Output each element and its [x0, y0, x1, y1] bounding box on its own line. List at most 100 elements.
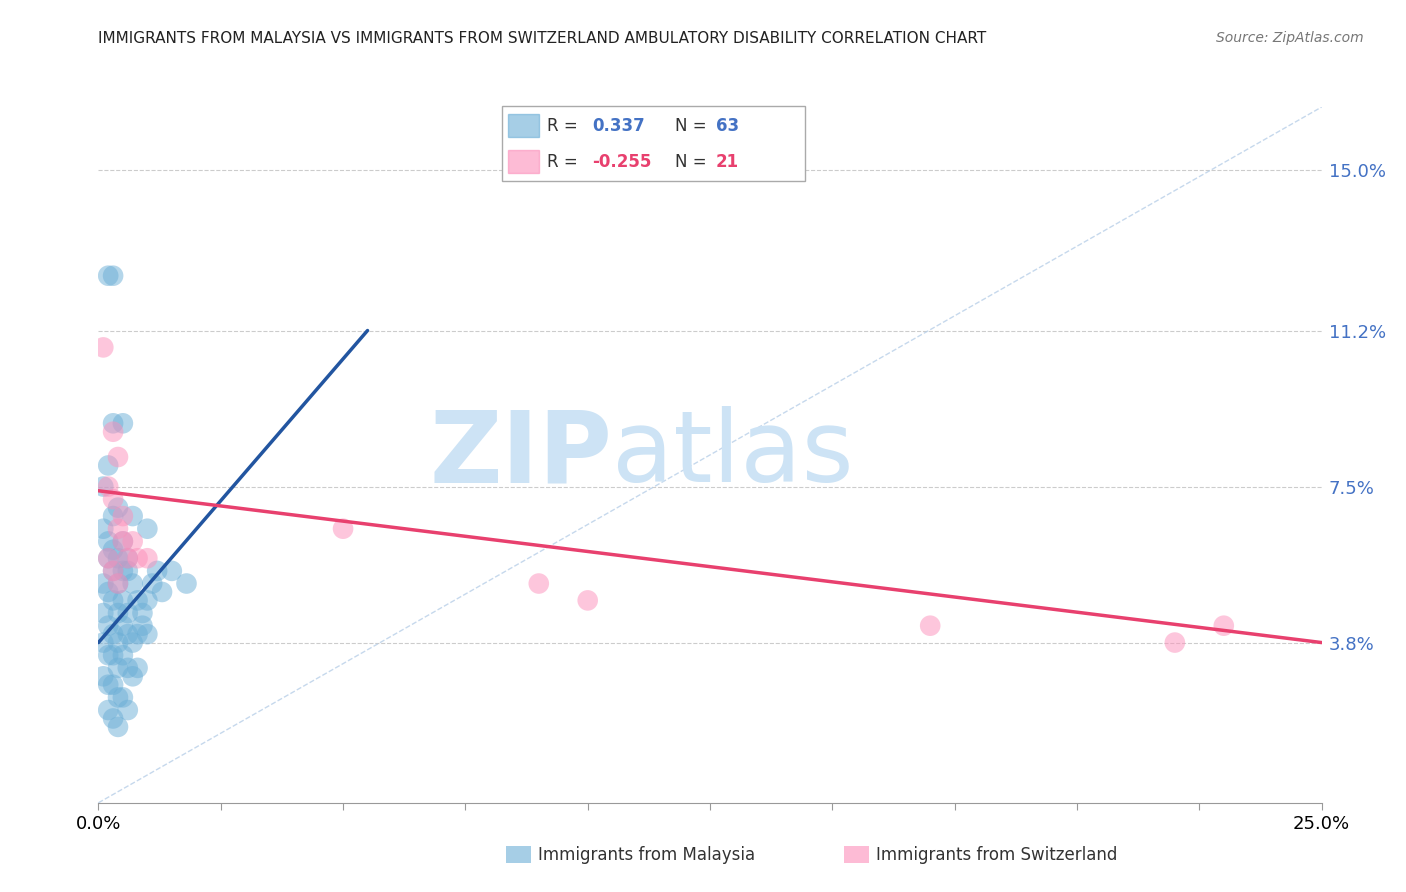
- Point: [117, 661, 139, 675]
- Text: N =: N =: [675, 117, 707, 135]
- Text: Immigrants from Malaysia: Immigrants from Malaysia: [538, 846, 755, 863]
- Point: [91, 479, 114, 493]
- Text: atlas: atlas: [612, 407, 853, 503]
- Point: [107, 635, 129, 649]
- Text: 0.337: 0.337: [592, 117, 645, 135]
- Point: [97, 551, 120, 566]
- Point: [97, 479, 120, 493]
- Point: [107, 690, 129, 705]
- Point: [97, 458, 120, 473]
- Point: [107, 661, 129, 675]
- Point: [97, 618, 120, 632]
- Point: [91, 576, 114, 591]
- Point: [107, 606, 129, 620]
- Point: [97, 648, 120, 663]
- Point: [101, 627, 124, 641]
- Point: [127, 627, 149, 641]
- FancyBboxPatch shape: [502, 106, 806, 181]
- Point: [131, 606, 153, 620]
- Point: [107, 522, 129, 536]
- Point: [107, 450, 129, 464]
- Point: [111, 534, 134, 549]
- Point: [107, 576, 129, 591]
- Point: [97, 551, 120, 566]
- Point: [101, 648, 124, 663]
- Point: [97, 678, 120, 692]
- Point: [101, 425, 124, 439]
- Point: [101, 564, 124, 578]
- Point: [332, 522, 354, 536]
- Point: [141, 576, 163, 591]
- Point: [91, 669, 114, 683]
- Point: [136, 593, 159, 607]
- Point: [107, 551, 129, 566]
- Point: [111, 618, 134, 632]
- Point: [107, 500, 129, 515]
- Point: [127, 593, 149, 607]
- Point: [117, 551, 139, 566]
- Point: [160, 564, 183, 578]
- Point: [91, 340, 114, 354]
- Point: [101, 492, 124, 507]
- Text: Source: ZipAtlas.com: Source: ZipAtlas.com: [1216, 31, 1364, 45]
- Point: [111, 690, 134, 705]
- Point: [150, 585, 173, 599]
- Bar: [509, 150, 540, 173]
- Point: [97, 703, 120, 717]
- Point: [101, 509, 124, 524]
- Point: [91, 635, 114, 649]
- Point: [136, 627, 159, 641]
- Text: 21: 21: [716, 153, 738, 170]
- Point: [111, 534, 134, 549]
- Point: [111, 509, 134, 524]
- Point: [101, 678, 124, 692]
- Point: [1212, 618, 1234, 632]
- Point: [117, 627, 139, 641]
- Point: [127, 661, 149, 675]
- Text: N =: N =: [675, 153, 707, 170]
- Point: [111, 417, 134, 431]
- Point: [101, 593, 124, 607]
- Text: -0.255: -0.255: [592, 153, 651, 170]
- Point: [101, 268, 124, 283]
- Point: [576, 593, 599, 607]
- Point: [131, 618, 153, 632]
- Point: [121, 534, 143, 549]
- Point: [117, 551, 139, 566]
- Point: [117, 564, 139, 578]
- Point: [527, 576, 550, 591]
- Point: [101, 542, 124, 557]
- Point: [111, 564, 134, 578]
- Point: [121, 509, 143, 524]
- Point: [121, 635, 143, 649]
- Point: [920, 618, 942, 632]
- Point: [121, 576, 143, 591]
- Point: [107, 576, 129, 591]
- Point: [97, 268, 120, 283]
- Bar: [509, 114, 540, 137]
- Point: [111, 648, 134, 663]
- Point: [91, 606, 114, 620]
- Point: [97, 585, 120, 599]
- Point: [107, 720, 129, 734]
- Point: [111, 593, 134, 607]
- Text: R =: R =: [547, 117, 578, 135]
- Point: [101, 711, 124, 725]
- Text: Immigrants from Switzerland: Immigrants from Switzerland: [876, 846, 1118, 863]
- Point: [176, 576, 198, 591]
- Point: [1164, 635, 1187, 649]
- Text: R =: R =: [547, 153, 578, 170]
- Point: [146, 564, 169, 578]
- Text: 63: 63: [716, 117, 738, 135]
- Text: IMMIGRANTS FROM MALAYSIA VS IMMIGRANTS FROM SWITZERLAND AMBULATORY DISABILITY CO: IMMIGRANTS FROM MALAYSIA VS IMMIGRANTS F…: [98, 31, 987, 46]
- Point: [117, 606, 139, 620]
- Point: [117, 703, 139, 717]
- Point: [101, 564, 124, 578]
- Point: [127, 551, 149, 566]
- Point: [97, 534, 120, 549]
- Point: [101, 417, 124, 431]
- Text: ZIP: ZIP: [429, 407, 612, 503]
- Point: [136, 522, 159, 536]
- Point: [91, 522, 114, 536]
- Point: [121, 669, 143, 683]
